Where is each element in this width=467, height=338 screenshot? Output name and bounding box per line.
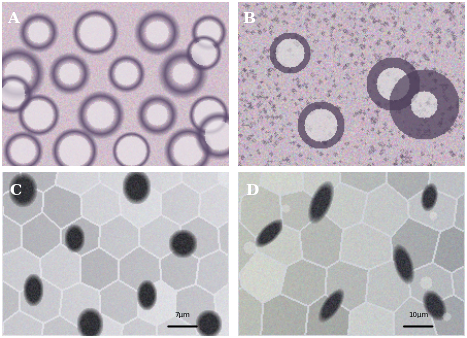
Text: D: D (245, 184, 258, 198)
Text: A: A (7, 11, 19, 26)
Text: C: C (9, 184, 21, 198)
Text: 7μm: 7μm (175, 312, 191, 318)
Text: 10μm: 10μm (408, 312, 428, 318)
Text: B: B (242, 11, 255, 26)
